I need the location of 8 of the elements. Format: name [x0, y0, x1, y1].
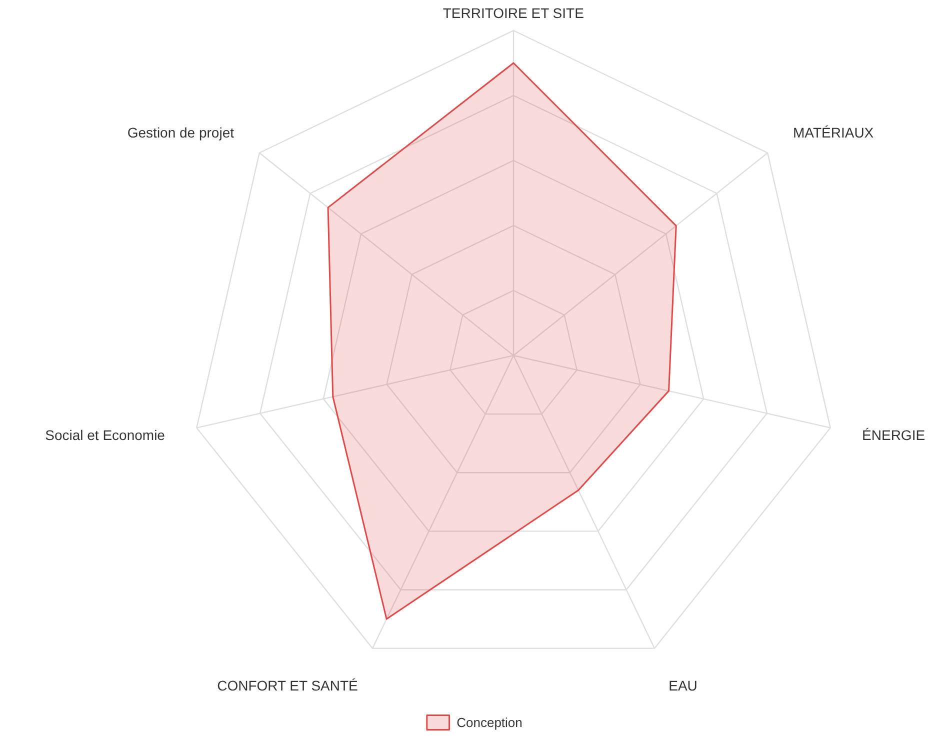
spoke-label: EAU [668, 678, 698, 694]
spoke-label: ÉNERGIE [862, 427, 926, 444]
spoke-label: Social et Economie [45, 427, 166, 444]
spoke-label: MATÉRIAUX [793, 124, 874, 141]
spoke-label: TERRITOIRE ET SITE [442, 4, 584, 21]
spoke-label: CONFORT ET SANTÉ [217, 678, 358, 694]
spoke-label: Gestion de projet [127, 124, 234, 141]
legend-label: Conception [456, 714, 522, 730]
